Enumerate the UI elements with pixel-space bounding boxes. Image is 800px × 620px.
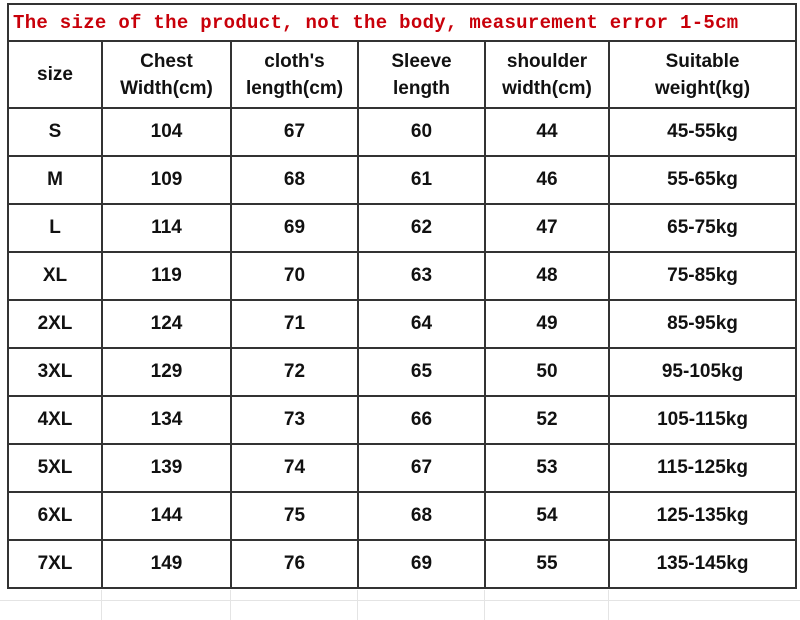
cell-cloth-length: 74 (230, 443, 359, 493)
cell-chest-width: 134 (101, 395, 232, 445)
cell-shoulder-width: 49 (484, 299, 610, 349)
header-sleeve-length: Sleeve length (357, 40, 486, 109)
cell-cloth-length: 76 (230, 539, 359, 589)
table-row: M 109 68 61 46 55-65kg (7, 155, 798, 205)
cell-shoulder-width: 50 (484, 347, 610, 397)
cell-size: L (7, 203, 103, 253)
table-row: 7XL 149 76 69 55 135-145kg (7, 539, 798, 589)
table-row: 5XL 139 74 67 53 115-125kg (7, 443, 798, 493)
cell-shoulder-width: 44 (484, 107, 610, 157)
header-row: size Chest Width(cm) cloth's length(cm) Sleev… (7, 40, 798, 109)
header-size: size (7, 40, 103, 109)
cell-size: 5XL (7, 443, 103, 493)
cell-cloth-length: 75 (230, 491, 359, 541)
size-chart-table: The size of the product, not the body, m… (6, 3, 798, 589)
header-text: Sleeve (391, 50, 452, 72)
cell-shoulder-width: 46 (484, 155, 610, 205)
table-row: 6XL 144 75 68 54 125-135kg (7, 491, 798, 541)
cell-chest-width: 124 (101, 299, 232, 349)
cell-chest-width: 104 (101, 107, 232, 157)
cell-suitable-weight: 135-145kg (607, 539, 798, 589)
header-text: Width(cm) (120, 77, 213, 99)
cell-sleeve-length: 61 (357, 155, 486, 205)
cell-suitable-weight: 65-75kg (607, 203, 798, 253)
header-chest-width: Chest Width(cm) (101, 40, 232, 109)
cell-size: 4XL (7, 395, 103, 445)
header-text: length (393, 77, 450, 99)
cell-size: 2XL (7, 299, 103, 349)
header-text: shoulder (506, 50, 588, 72)
cell-suitable-weight: 85-95kg (607, 299, 798, 349)
cell-chest-width: 119 (101, 251, 232, 301)
table-row: 4XL 134 73 66 52 105-115kg (7, 395, 798, 445)
cell-shoulder-width: 53 (484, 443, 610, 493)
cell-suitable-weight: 45-55kg (607, 107, 798, 157)
cell-suitable-weight: 105-115kg (607, 395, 798, 445)
cell-sleeve-length: 69 (357, 539, 486, 589)
header-shoulder-width: shoulder width(cm) (484, 40, 610, 109)
cell-shoulder-width: 47 (484, 203, 610, 253)
cell-sleeve-length: 64 (357, 299, 486, 349)
cell-chest-width: 129 (101, 347, 232, 397)
cell-sleeve-length: 66 (357, 395, 486, 445)
cell-chest-width: 149 (101, 539, 232, 589)
cell-cloth-length: 69 (230, 203, 359, 253)
cell-shoulder-width: 54 (484, 491, 610, 541)
cell-sleeve-length: 68 (357, 491, 486, 541)
cell-sleeve-length: 63 (357, 251, 486, 301)
cell-size: XL (7, 251, 103, 301)
cell-suitable-weight: 115-125kg (607, 443, 798, 493)
cell-cloth-length: 73 (230, 395, 359, 445)
header-text: cloth's (264, 50, 325, 72)
header-text: size (37, 64, 73, 85)
cell-suitable-weight: 75-85kg (607, 251, 798, 301)
cell-size: S (7, 107, 103, 157)
spreadsheet-gridlines (0, 590, 800, 620)
cell-size: 3XL (7, 347, 103, 397)
cell-sleeve-length: 65 (357, 347, 486, 397)
chart-title: The size of the product, not the body, m… (6, 3, 798, 42)
cell-size: M (7, 155, 103, 205)
table-row: 3XL 129 72 65 50 95-105kg (7, 347, 798, 397)
header-text: width(cm) (502, 77, 592, 99)
cell-shoulder-width: 52 (484, 395, 610, 445)
cell-size: 6XL (7, 491, 103, 541)
header-text: Chest (140, 50, 193, 72)
cell-suitable-weight: 95-105kg (607, 347, 798, 397)
cell-chest-width: 109 (101, 155, 232, 205)
cell-cloth-length: 71 (230, 299, 359, 349)
cell-chest-width: 144 (101, 491, 232, 541)
table-row: L 114 69 62 47 65-75kg (7, 203, 798, 253)
cell-sleeve-length: 67 (357, 443, 486, 493)
cell-sleeve-length: 60 (357, 107, 486, 157)
header-text: length(cm) (245, 77, 344, 99)
cell-sleeve-length: 62 (357, 203, 486, 253)
header-cloth-length: cloth's length(cm) (230, 40, 359, 109)
table-row: XL 119 70 63 48 75-85kg (7, 251, 798, 301)
header-text: Suitable (665, 50, 740, 72)
table-row: 2XL 124 71 64 49 85-95kg (7, 299, 798, 349)
cell-shoulder-width: 55 (484, 539, 610, 589)
cell-suitable-weight: 55-65kg (607, 155, 798, 205)
header-suitable-weight: Suitable weight(kg) (607, 40, 798, 109)
cell-cloth-length: 68 (230, 155, 359, 205)
cell-cloth-length: 72 (230, 347, 359, 397)
cell-chest-width: 114 (101, 203, 232, 253)
table-row: S 104 67 60 44 45-55kg (7, 107, 798, 157)
cell-chest-width: 139 (101, 443, 232, 493)
cell-size: 7XL (7, 539, 103, 589)
cell-suitable-weight: 125-135kg (607, 491, 798, 541)
header-text: weight(kg) (655, 77, 751, 99)
cell-cloth-length: 70 (230, 251, 359, 301)
cell-shoulder-width: 48 (484, 251, 610, 301)
cell-cloth-length: 67 (230, 107, 359, 157)
